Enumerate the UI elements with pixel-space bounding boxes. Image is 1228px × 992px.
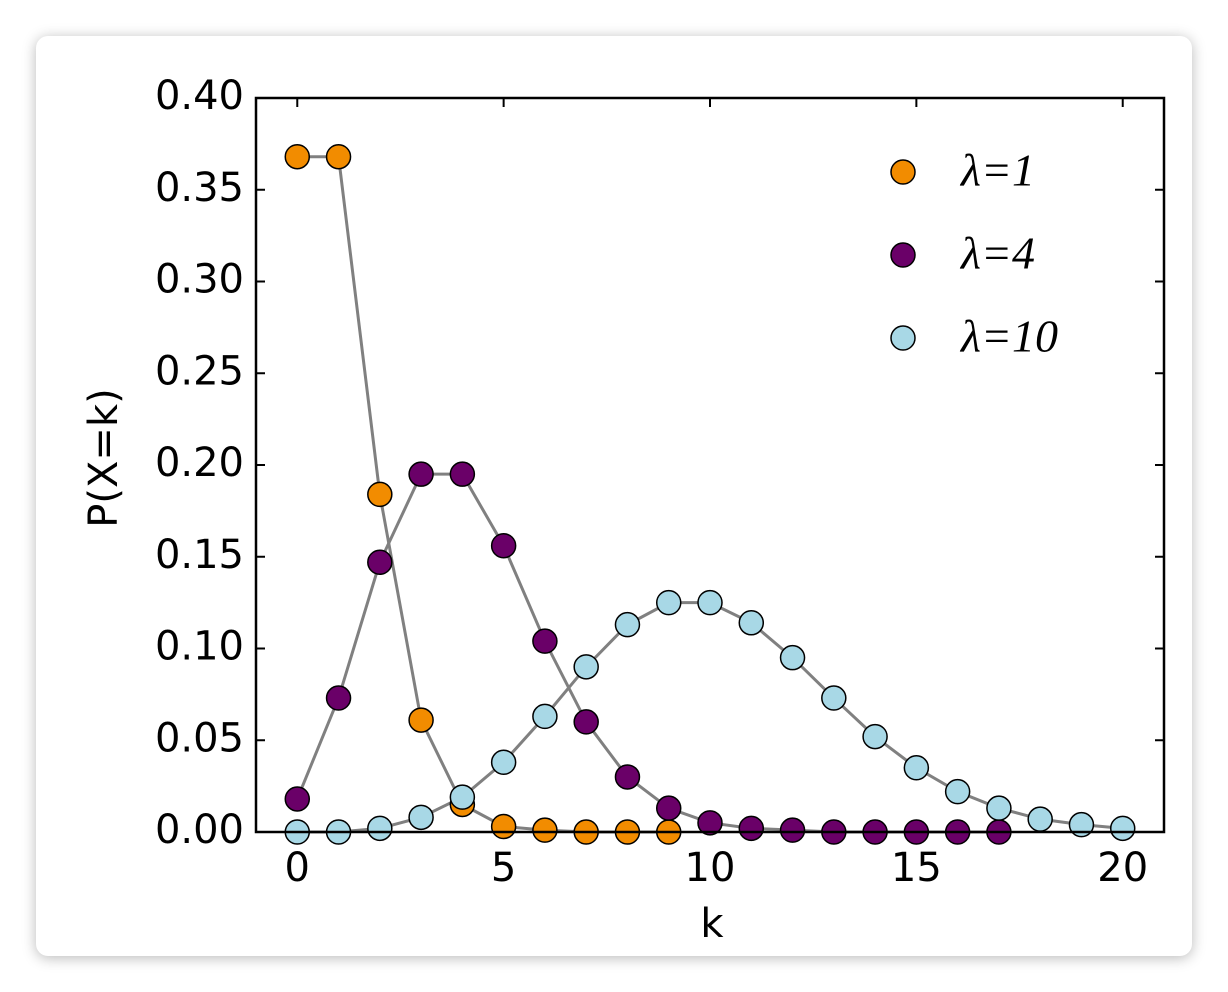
y-tick-label: 0.15 <box>155 532 244 578</box>
y-tick-label: 0.40 <box>155 73 244 119</box>
point <box>738 815 765 842</box>
point <box>532 628 558 654</box>
y-tick-label: 0.25 <box>155 348 244 394</box>
x-tick-label: 20 <box>1097 845 1148 891</box>
plot-frame <box>254 96 1166 834</box>
y-axis-label: P(X=k) <box>81 388 127 527</box>
y-tick-label: 0.10 <box>155 624 244 670</box>
point <box>367 815 393 842</box>
point <box>697 810 723 836</box>
point <box>697 589 723 616</box>
point <box>1027 806 1053 832</box>
point <box>449 784 476 810</box>
point <box>325 143 352 170</box>
x-tick-label: 15 <box>891 845 942 891</box>
y-tick-label: 0.00 <box>155 807 244 853</box>
point <box>284 143 311 170</box>
point <box>490 813 517 840</box>
point <box>367 481 393 508</box>
point <box>490 749 517 776</box>
x-tick-label: 10 <box>685 845 736 891</box>
point <box>821 685 847 711</box>
point <box>1109 815 1136 842</box>
y-tick-label: 0.30 <box>155 257 244 303</box>
legend-marker <box>890 242 916 268</box>
point <box>1068 811 1095 838</box>
point <box>944 778 971 805</box>
point <box>490 532 517 559</box>
point <box>408 461 434 487</box>
point <box>779 817 806 843</box>
x-tick-label: 5 <box>491 845 516 891</box>
legend-label: λ=4 <box>959 228 1035 279</box>
point <box>449 461 476 487</box>
point <box>903 755 930 781</box>
legend-marker <box>890 325 916 351</box>
series-line <box>295 472 999 834</box>
point <box>779 644 806 671</box>
point <box>573 654 599 680</box>
point <box>325 685 352 711</box>
y-tick-label: 0.05 <box>155 715 244 761</box>
legend-label: λ=10 <box>959 311 1058 362</box>
series-line <box>297 155 669 834</box>
point <box>367 549 393 576</box>
point <box>614 764 641 790</box>
legend-label: λ=1 <box>959 145 1035 196</box>
point <box>408 707 434 733</box>
x-axis-label: k <box>700 901 724 947</box>
point <box>408 804 434 831</box>
y-tick-label: 0.20 <box>155 440 244 486</box>
point <box>738 610 765 636</box>
point <box>284 786 311 812</box>
point <box>862 723 888 750</box>
legend-marker <box>890 159 916 185</box>
point <box>573 709 599 735</box>
y-tick-label: 0.35 <box>155 165 244 211</box>
point <box>986 795 1012 821</box>
point <box>655 795 682 821</box>
point <box>532 817 558 843</box>
x-tick-label: 0 <box>285 845 310 891</box>
point <box>655 589 682 616</box>
point <box>532 703 558 730</box>
point <box>614 611 641 638</box>
